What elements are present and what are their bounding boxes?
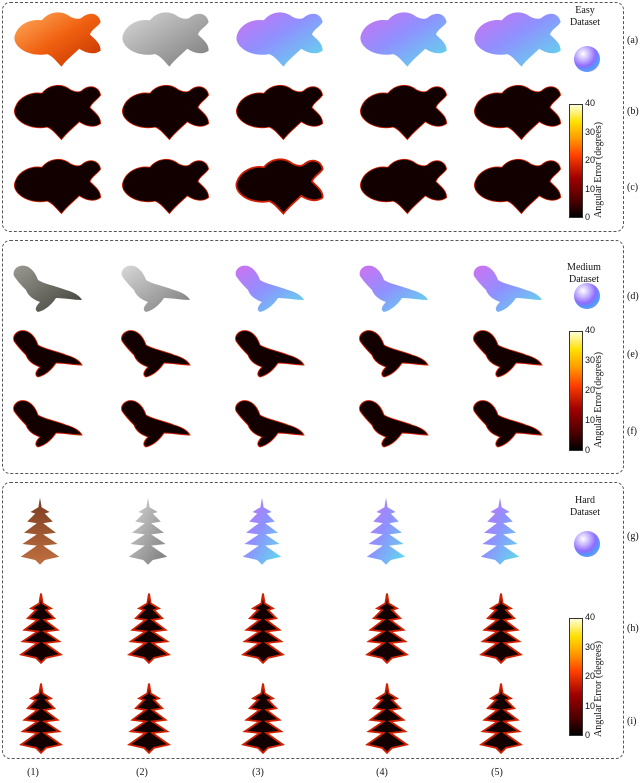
angular-error-map	[126, 593, 172, 665]
depth-map-image	[128, 497, 168, 565]
angular-error-map	[360, 158, 448, 215]
row-label-e: (e)	[627, 349, 639, 360]
angular-error-map	[364, 593, 410, 665]
colorbar-tick-label: 30	[585, 355, 596, 365]
hard-dataset-title: Hard Dataset	[570, 495, 600, 518]
colorbar-tick-label: 20	[585, 385, 596, 395]
angular-error-map	[240, 683, 286, 755]
normal-map-image	[242, 497, 282, 565]
angular-error-map	[121, 330, 191, 378]
colorbar-tick-label: 30	[585, 641, 596, 652]
angular-error-map	[478, 683, 524, 755]
colorbar-tick-label: 20	[585, 155, 596, 165]
column-label-1: (1)	[27, 767, 39, 778]
angular-error-map	[359, 330, 429, 378]
angular-error-map	[18, 593, 64, 665]
colorbar-tick-label: 20	[585, 671, 596, 681]
angular-error-map	[14, 158, 102, 215]
normal-map-legend-sphere	[574, 46, 600, 72]
normal-map-image	[236, 12, 323, 67]
angular-error-map	[364, 683, 410, 755]
angular-error-map	[473, 400, 543, 448]
angular-error-map	[478, 593, 524, 665]
error-colorbar-hard	[569, 618, 583, 736]
colorbar-title-hard: Angular Error (degrees)	[593, 640, 604, 737]
angular-error-map	[121, 400, 191, 448]
colorbar-tick-label: 10	[585, 415, 596, 425]
angular-error-map	[235, 330, 305, 378]
row-label-c: (c)	[627, 182, 639, 193]
normal-map-image	[473, 265, 542, 312]
easy-dataset-title: Easy Dataset	[570, 5, 600, 28]
depth-map-image	[121, 265, 190, 312]
colorbar-tick-label: 0	[585, 212, 591, 222]
angular-error-map	[14, 84, 102, 141]
colorbar-tick-label: 40	[585, 612, 596, 622]
row-label-b: (b)	[627, 106, 639, 117]
rgb-input-image	[14, 12, 101, 67]
easy-dataset-panel	[2, 2, 624, 232]
normal-map-image	[474, 12, 561, 67]
angular-error-map	[474, 158, 562, 215]
angular-error-map	[474, 84, 562, 141]
angular-error-map	[236, 84, 324, 141]
angular-error-map	[473, 330, 543, 378]
depth-map-image	[122, 12, 209, 67]
angular-error-map	[235, 158, 324, 215]
colorbar-tick-label: 10	[585, 183, 596, 194]
column-label-3: (3)	[252, 767, 264, 778]
medium-dataset-title: Medium Dataset	[567, 262, 601, 285]
angular-error-map	[122, 158, 210, 215]
row-label-a: (a)	[627, 35, 639, 46]
colorbar-tick-label: 0	[585, 445, 591, 455]
angular-error-map	[235, 400, 305, 448]
normal-map-image	[360, 12, 447, 67]
medium-dataset-panel	[2, 240, 624, 474]
normal-map-legend-sphere	[574, 531, 600, 557]
row-label-i: (i)	[627, 716, 637, 727]
column-label-4: (4)	[376, 767, 388, 778]
normal-map-image	[480, 497, 520, 565]
row-label-d: (d)	[627, 291, 639, 302]
colorbar-title-easy: Angular Error (degrees)	[593, 121, 604, 218]
normal-map-image	[366, 497, 406, 565]
error-colorbar-easy	[569, 104, 583, 218]
hard-dataset-panel	[2, 482, 624, 759]
angular-error-map	[126, 683, 172, 755]
colorbar-tick-label: 30	[585, 126, 596, 137]
normal-map-image	[359, 265, 428, 312]
normal-map-image	[235, 265, 304, 312]
colorbar-tick-label: 0	[585, 730, 591, 740]
angular-error-map	[13, 400, 83, 448]
angular-error-map	[13, 330, 83, 378]
angular-error-map	[18, 683, 64, 755]
row-label-g: (g)	[627, 531, 639, 542]
colorbar-tick-label: 40	[585, 325, 596, 335]
row-label-h: (h)	[627, 623, 639, 634]
angular-error-map	[359, 400, 429, 448]
angular-error-map	[240, 593, 286, 665]
normal-map-legend-sphere	[574, 283, 600, 309]
error-colorbar-medium	[569, 331, 583, 451]
colorbar-tick-label: 10	[585, 700, 596, 711]
row-label-f: (f)	[627, 426, 637, 437]
angular-error-map	[360, 84, 448, 141]
colorbar-title-medium: Angular Error (degrees)	[593, 351, 604, 448]
angular-error-map	[122, 84, 210, 141]
column-label-5: (5)	[491, 767, 503, 778]
rgb-input-image	[13, 265, 82, 312]
colorbar-tick-label: 40	[585, 98, 596, 108]
rgb-input-image	[20, 497, 60, 565]
column-label-2: (2)	[136, 767, 148, 778]
